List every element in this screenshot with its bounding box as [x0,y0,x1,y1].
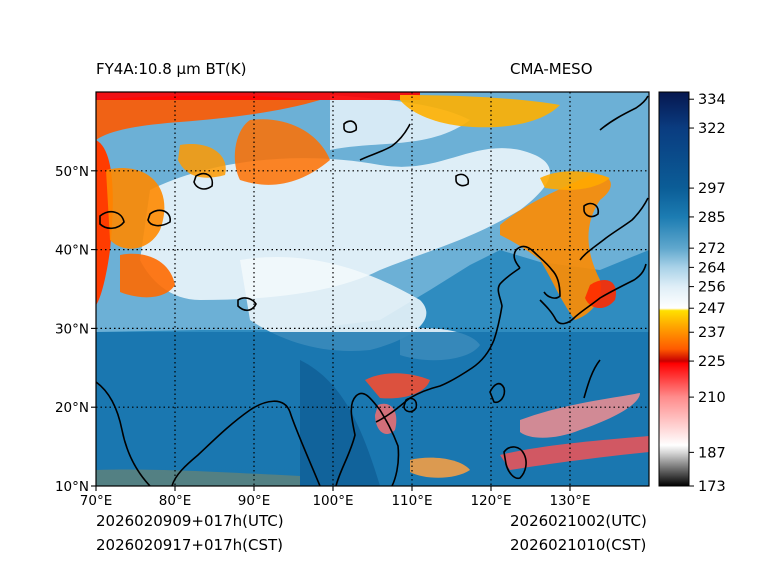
valid-time-cst: 2026021010(CST) [510,536,647,554]
lat-tick-label: 10°N [55,479,89,495]
colorbar-labels: 334 322 297 285 272 264 256 247 237 225 210 187 173 [698,92,726,495]
axis-labels: 70°E 80°E 90°E 100°E 110°E 120°E 130°E 10°N 20°N… [55,164,591,509]
lat-tick-label: 50°N [55,164,89,180]
colorbar-tick-label: 272 [698,241,726,257]
colorbar-tick-label: 264 [698,260,726,276]
lat-tick-label: 30°N [55,321,89,337]
colorbar-tick-label: 225 [698,354,726,370]
lon-tick-label: 80°E [159,493,191,509]
cold-cloud-regions [96,92,649,486]
colorbar-tick-label: 285 [698,210,726,226]
colorbar-tick-label: 247 [698,301,726,317]
colorbar-tick-label: 334 [698,92,726,108]
lon-tick-label: 130°E [549,493,590,509]
lat-tick-label: 40°N [55,243,89,259]
colorbar-tick-label: 297 [698,181,726,197]
colorbar-tick-label: 256 [698,280,726,296]
map-title: FY4A:10.8 μm BT(K) [96,60,247,78]
lon-tick-label: 70°E [80,493,112,509]
forecast-init-utc: 2026020909+017h(UTC) [96,512,284,530]
brightness-temperature-image [96,92,649,486]
map-frame [95,91,650,487]
colorbar-frame [658,91,690,487]
colorbar [659,92,689,486]
colorbar-tick-label: 210 [698,390,726,406]
colorbar-tick-label: 237 [698,325,726,341]
axis-ticks [91,170,571,491]
colorbar-tick-label: 187 [698,445,726,461]
lon-tick-label: 90°E [238,493,270,509]
lon-tick-label: 110°E [391,493,432,509]
model-name: CMA-MESO [510,60,593,78]
colorbar-ticks [689,98,694,487]
colorbar-tick-label: 322 [698,121,726,137]
valid-time-utc: 2026021002(UTC) [510,512,647,530]
colorbar-tick-label: 173 [698,479,726,495]
forecast-init-cst: 2026020917+017h(CST) [96,536,284,554]
lon-tick-label: 120°E [470,493,511,509]
lat-tick-label: 20°N [55,400,89,416]
lon-tick-label: 100°E [312,493,353,509]
